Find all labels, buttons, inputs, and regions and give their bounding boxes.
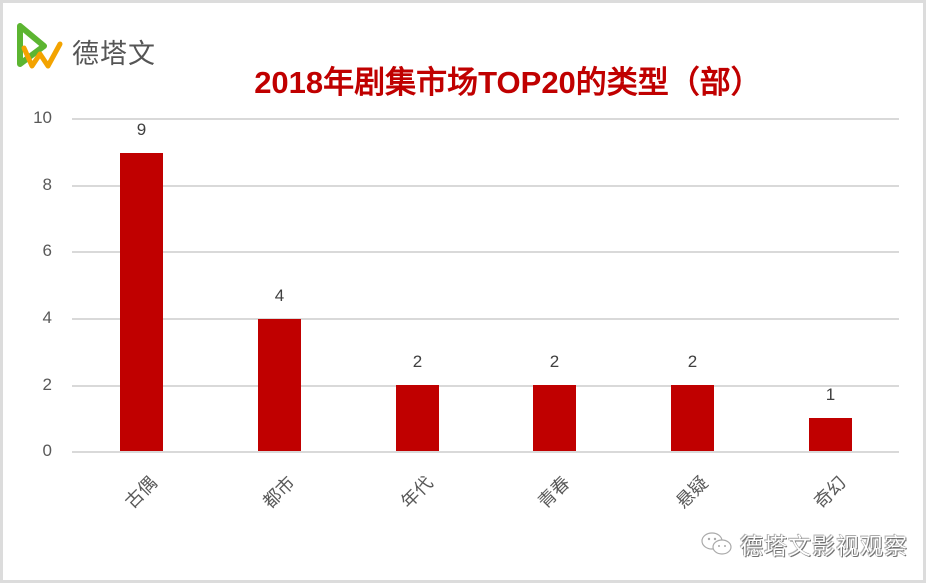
y-tick-2: 2	[42, 375, 52, 394]
data-label-xuanyi: 2	[687, 352, 698, 371]
gridline-8	[72, 185, 899, 187]
gridline-4	[72, 318, 899, 320]
data-label-qingchun: 2	[549, 352, 560, 371]
gridline-2	[72, 385, 899, 387]
bar-qihuan	[809, 418, 852, 451]
data-label-qihuan: 1	[825, 385, 836, 404]
y-tick-6: 6	[42, 241, 52, 260]
data-label-niandai: 2	[412, 352, 423, 371]
watermark: 德塔文影视观察	[700, 527, 908, 561]
bar-niandai	[396, 385, 439, 451]
data-label-dushi: 4	[274, 286, 285, 305]
chart-title: 2018年剧集市场TOP20的类型（部）	[254, 65, 762, 100]
gridline-10	[72, 118, 899, 120]
logo-text: 德塔文	[72, 39, 156, 70]
bar-xuanyi	[671, 385, 714, 451]
y-tick-8: 8	[42, 175, 52, 194]
detawen-logo-icon	[17, 23, 63, 69]
bar-dushi	[258, 319, 301, 451]
bar-qingchun	[533, 385, 576, 451]
bar-guou	[120, 153, 163, 451]
wechat-icon	[701, 532, 732, 555]
y-tick-10: 10	[33, 108, 52, 127]
gridline-6	[72, 251, 899, 253]
brand-logo: 德塔文	[14, 20, 164, 76]
watermark-text: 德塔文影视观察	[740, 534, 908, 560]
y-tick-0: 0	[42, 441, 52, 460]
x-axis-line	[72, 451, 899, 453]
y-tick-4: 4	[42, 308, 52, 327]
data-label-guou: 9	[136, 120, 147, 139]
